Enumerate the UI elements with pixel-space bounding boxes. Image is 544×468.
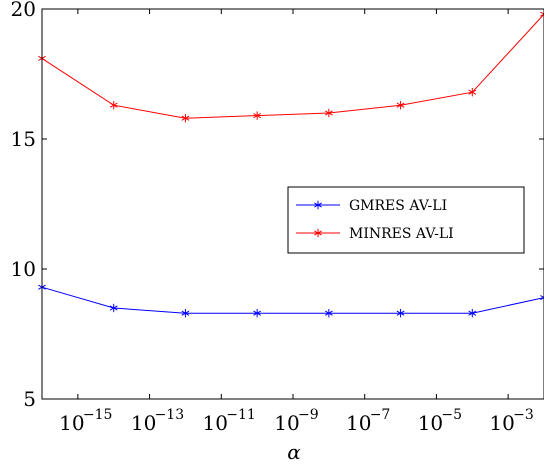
legend: GMRES AV-LI MINRES AV-LI <box>287 186 525 254</box>
series-2-point-7 <box>468 88 477 97</box>
series-2-point-5 <box>324 108 333 118</box>
x-tick-label-7: 10−3 <box>489 407 533 435</box>
x-tick-label-exponent: −13 <box>155 407 185 423</box>
x-tick-label-exponent: −7 <box>370 407 391 423</box>
legend-marker-2 <box>314 228 322 238</box>
series-1-point-6 <box>396 309 405 318</box>
series-line-1 <box>41 286 544 314</box>
x-tick-label-base: 10 <box>274 411 299 435</box>
series-2-point-8 <box>540 10 544 19</box>
series-2-point-4 <box>253 111 262 120</box>
x-tick-label-exponent: −3 <box>513 407 534 423</box>
x-tick-label-exponent: −15 <box>83 407 113 423</box>
y-tick-label-3: 15 <box>11 127 36 151</box>
series-1-point-8 <box>540 293 544 302</box>
x-tick-label-5: 10−7 <box>346 407 390 435</box>
y-tick-label-4: 20 <box>11 0 36 21</box>
x-tick-label-4: 10−9 <box>274 407 318 435</box>
x-tick-label-exponent: −5 <box>441 407 462 423</box>
x-tick-label-base: 10 <box>346 411 371 435</box>
x-tick-label-base: 10 <box>59 411 84 435</box>
series-1-point-7 <box>468 309 477 318</box>
series-1-point-4 <box>253 309 262 318</box>
plot-markers <box>38 10 544 318</box>
x-tick-label-base: 10 <box>418 411 443 435</box>
x-tick-label-3: 10−11 <box>203 407 256 435</box>
y-tick-labels: 5 10 15 20 <box>11 0 36 411</box>
y-tick-label-2: 10 <box>11 257 36 281</box>
legend-label-1: GMRES AV-LI <box>349 198 447 214</box>
plot-lines <box>41 13 544 314</box>
legend-label-2: MINRES AV-LI <box>349 226 454 242</box>
x-tick-label-exponent: −11 <box>226 407 256 423</box>
series-1-point-2 <box>109 303 118 313</box>
x-tick-label-base: 10 <box>131 411 156 435</box>
series-1-point-5 <box>324 309 333 318</box>
series-2-point-6 <box>396 101 405 110</box>
series-2-point-2 <box>109 101 118 110</box>
series-2-point-3 <box>181 114 190 123</box>
legend-marker-1 <box>314 200 322 210</box>
series-line-2 <box>41 13 544 119</box>
x-tick-label-base: 10 <box>203 411 228 435</box>
y-tick-label-1: 5 <box>23 387 36 411</box>
series-1-point-3 <box>181 309 190 318</box>
x-tick-labels: 10−15 10−13 10−11 10−9 10−7 10−5 10−3 <box>59 407 534 435</box>
x-tick-label-6: 10−5 <box>418 407 462 435</box>
x-axis-label: α <box>287 440 301 464</box>
x-tick-label-exponent: −9 <box>298 407 319 423</box>
x-tick-label-1: 10−15 <box>59 407 112 435</box>
x-tick-label-base: 10 <box>489 411 514 435</box>
legend-box <box>287 186 525 254</box>
x-tick-label-2: 10−13 <box>131 407 184 435</box>
axis-ticks <box>42 8 544 400</box>
